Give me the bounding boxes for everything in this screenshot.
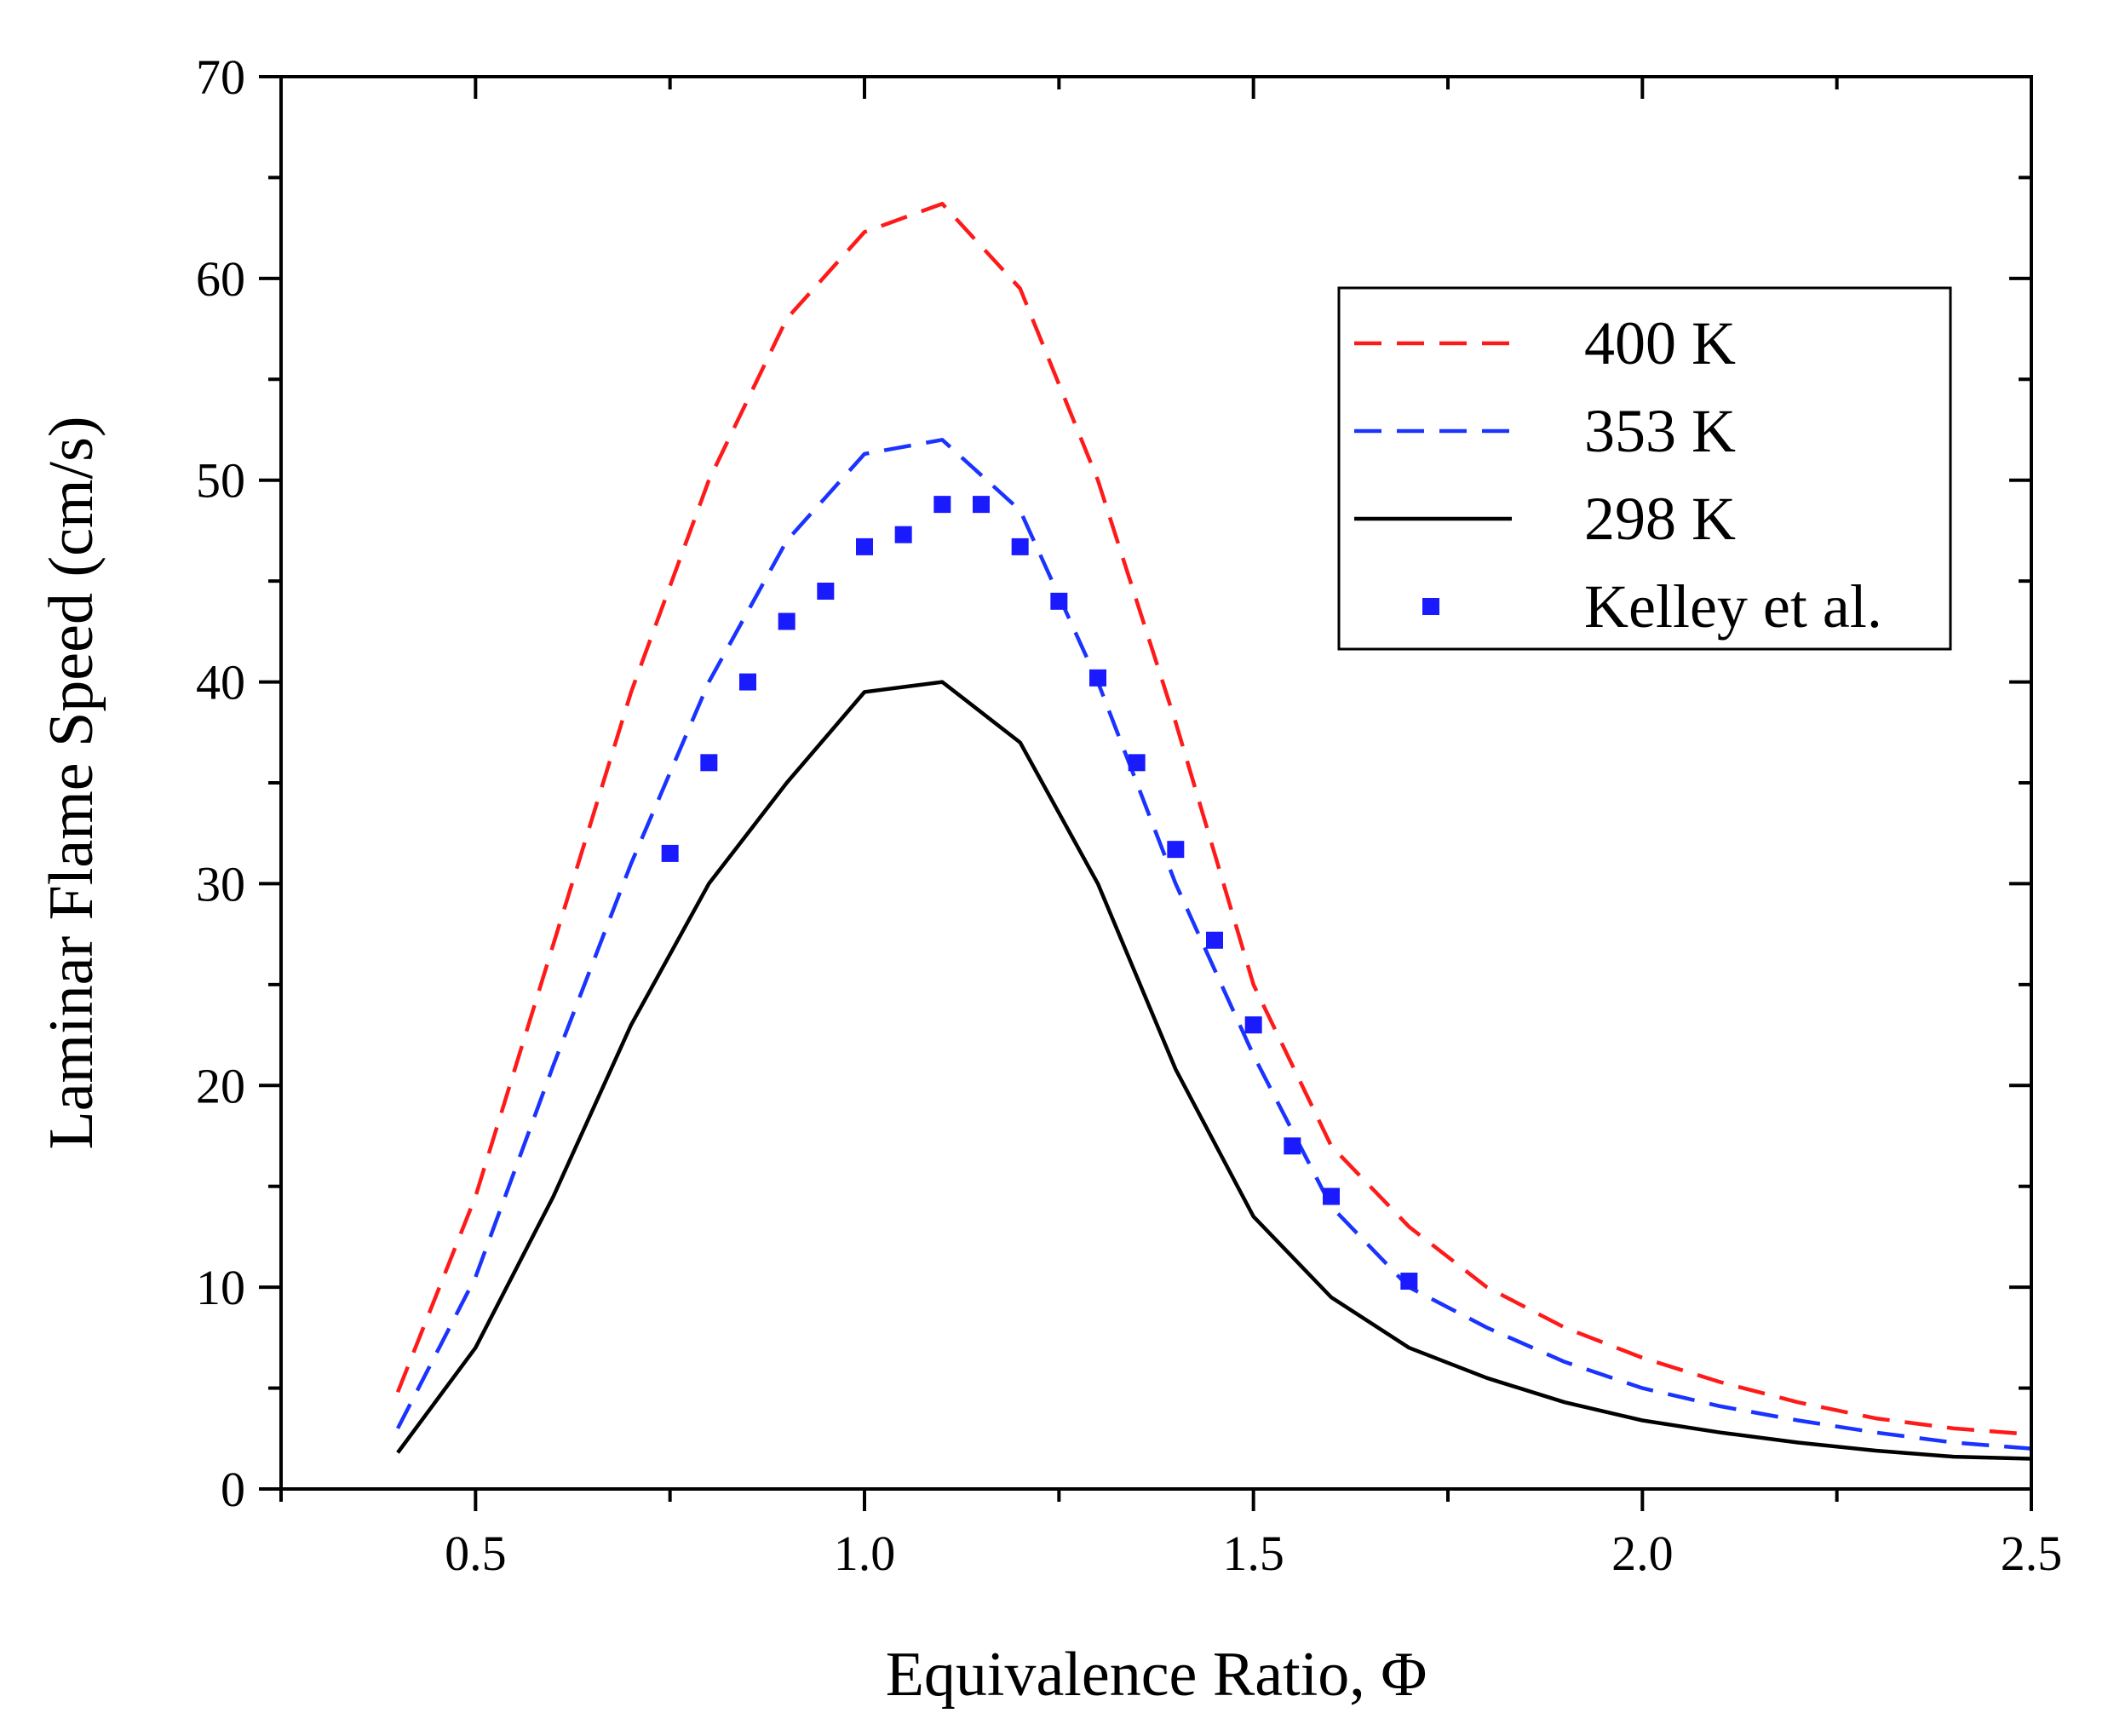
kelley-data-point (739, 673, 756, 691)
kelley-data-point (661, 844, 679, 862)
legend-label-kelley-et-al: Kelley et al. (1584, 572, 1882, 641)
legend-box (1337, 286, 1952, 651)
legend-label-298-k: 298 K (1584, 485, 1736, 553)
x-tick-label: 0.5 (445, 1526, 507, 1581)
kelley-data-point (1089, 669, 1106, 687)
kelley-data-point (933, 496, 951, 514)
y-tick-label: 20 (196, 1058, 245, 1113)
tick-labels: 0.5 1.0 1.5 2.0 2.5 0 10 20 30 40 50 60 70 (196, 49, 2062, 1581)
kelley-data-point (700, 754, 718, 772)
kelley-data-point (856, 537, 873, 555)
kelley-data-point (1050, 592, 1068, 610)
kelley-data-point (1284, 1137, 1301, 1155)
series-line-353-k (395, 438, 2032, 1451)
x-tick-label: 2.0 (1611, 1526, 1674, 1581)
y-tick-label: 50 (196, 453, 245, 509)
kelley-data-point (817, 582, 835, 600)
kelley-data-point (1206, 931, 1223, 949)
x-axis-title: Equivalence Ratio, Φ (886, 1640, 1427, 1710)
y-tick-label: 40 (196, 655, 245, 710)
y-tick-label: 30 (196, 856, 245, 911)
legend-label-400-k: 400 K (1584, 309, 1736, 377)
series-layer (395, 201, 2032, 1461)
y-tick-label: 10 (196, 1260, 245, 1315)
legend-swatch-kelley-et-al (1422, 598, 1439, 615)
series-line-400-k (395, 201, 2032, 1437)
y-tick-label: 70 (196, 49, 245, 105)
kelley-data-point (894, 526, 912, 543)
kelley-data-point (1400, 1273, 1418, 1291)
x-tick-label: 1.5 (1222, 1526, 1284, 1581)
kelley-data-point (1011, 537, 1029, 555)
y-axis-title: Laminar Flame Speed (cm/s) (37, 416, 106, 1149)
y-tick-label: 60 (196, 251, 245, 307)
kelley-data-point (1244, 1016, 1262, 1034)
kelley-data-point (1323, 1187, 1340, 1205)
kelley-data-point (1167, 841, 1185, 859)
series-line-298-k (396, 680, 2032, 1461)
kelley-data-point (778, 612, 796, 630)
kelley-data-point (1128, 754, 1146, 772)
x-tick-label: 1.0 (834, 1526, 896, 1581)
y-tick-label: 0 (221, 1462, 245, 1517)
legend-label-353-k: 353 K (1584, 397, 1736, 465)
kelley-data-point (973, 496, 990, 514)
x-tick-label: 2.5 (2001, 1526, 2063, 1581)
legend: 400 K 353 K 298 K Kelley et al. (1337, 286, 1952, 651)
ticks-layer (259, 75, 2033, 1511)
